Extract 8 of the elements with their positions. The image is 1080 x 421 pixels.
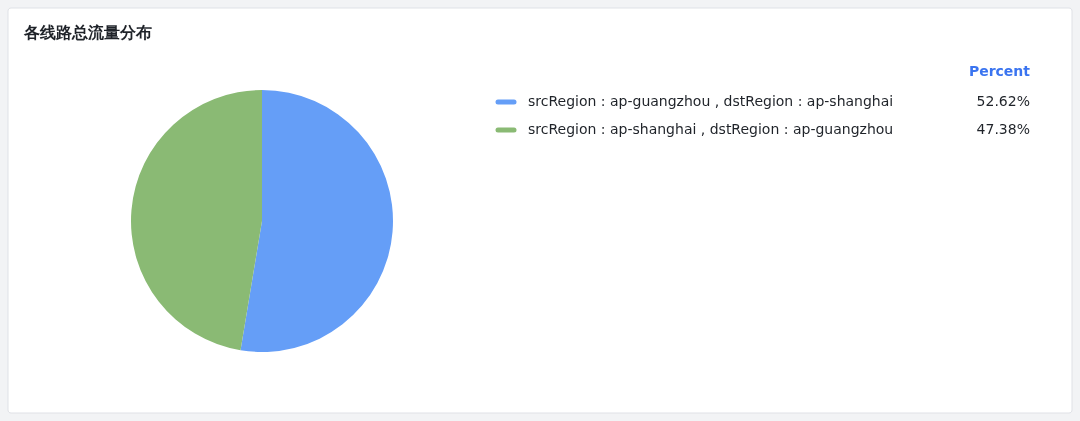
legend-label: srcRegion : ap-shanghai , dstRegion : ap-guangzhou bbox=[528, 121, 894, 137]
legend-label: srcRegion : ap-guangzhou , dstRegion : ap-shanghai bbox=[528, 93, 894, 109]
pie-slice bbox=[131, 90, 262, 351]
chart-title: 各线路总流量分布 bbox=[23, 23, 152, 42]
data-label: 52.62% bbox=[976, 93, 1030, 109]
legend-title: Percent bbox=[968, 63, 1031, 79]
data-label: 47.38% bbox=[976, 121, 1030, 137]
pie-slice bbox=[240, 90, 393, 352]
